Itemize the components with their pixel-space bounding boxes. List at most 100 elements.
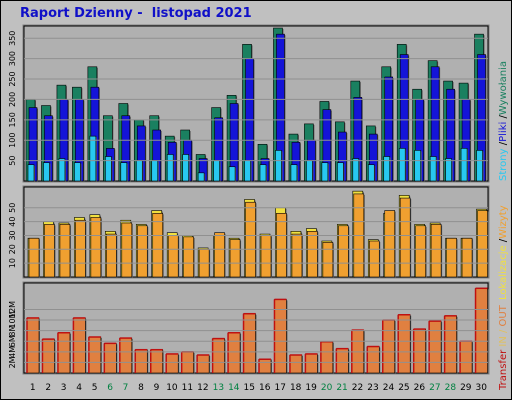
day-label: 8 <box>138 383 144 393</box>
legend-top-entry: Wywołania <box>498 61 509 115</box>
middle-panel-bar <box>291 233 303 278</box>
day-label: 3 <box>61 383 67 393</box>
day-label: 30 <box>476 383 488 393</box>
top-panel-bar <box>27 164 35 182</box>
day-label: 21 <box>336 383 347 393</box>
day-label: 18 <box>290 383 302 393</box>
top-panel-ytick-label: 200 <box>8 92 17 107</box>
day-label: 14 <box>228 383 240 393</box>
day-label: 25 <box>398 383 409 393</box>
day-label: 17 <box>274 383 285 393</box>
top-panel-bar <box>352 158 360 182</box>
top-panel-bar <box>321 162 329 182</box>
day-label: 23 <box>367 383 378 393</box>
legend-middle-separator: / <box>498 238 509 245</box>
bottom-panel-ytick-label: 4M <box>8 346 17 358</box>
bottom-panel-bar <box>258 358 272 374</box>
day-label: 12 <box>197 383 208 393</box>
middle-panel-ytick-label: 30 <box>8 230 17 240</box>
top-panel-bar <box>120 162 128 182</box>
middle-panel-ytick-label: 50 <box>8 203 17 213</box>
middle-panel-bar <box>368 240 380 278</box>
bottom-panel-bar <box>104 343 117 374</box>
report-title: Raport Dzienny - listopad 2021 <box>20 6 252 21</box>
day-label: 22 <box>352 383 363 393</box>
bottom-panel-bar <box>382 319 396 374</box>
top-panel-bar <box>135 160 143 182</box>
top-panel-bar <box>89 135 97 182</box>
bottom-panel-bar <box>459 340 473 374</box>
day-label: 6 <box>107 383 113 393</box>
day-label: 20 <box>321 383 333 393</box>
bottom-panel-bar <box>57 332 71 374</box>
day-label: 4 <box>76 383 82 393</box>
bottom-panel-bar <box>366 346 380 374</box>
middle-panel-bar <box>338 225 349 278</box>
middle-panel-bar <box>415 225 426 278</box>
top-panel-bar <box>166 154 174 182</box>
legend-top-entry: Strony <box>498 148 509 181</box>
top-panel-bar <box>306 160 313 182</box>
legend-top-entry: Pliki <box>498 122 509 142</box>
top-panel-bar <box>398 148 406 182</box>
bottom-panel-ytick-label: 2M <box>8 356 17 368</box>
middle-panel-ytick-label: 10 <box>8 258 17 268</box>
bottom-panel-bar <box>26 317 40 374</box>
middle-panel-bar <box>167 235 179 278</box>
legend-bottom-entry: Transfer <box>498 349 509 391</box>
day-label: 27 <box>429 383 440 393</box>
top-panel-bar <box>460 148 468 182</box>
legend-bottom-entry: OUT <box>498 304 509 326</box>
middle-panel-bar <box>260 235 272 278</box>
top-panel-bar <box>182 154 189 182</box>
middle-panel-bar <box>322 242 334 278</box>
legend-middle-entry: Wizyty <box>498 205 509 239</box>
bottom-panel-ytick-label: 10M <box>8 311 17 328</box>
top-panel-bar <box>429 156 437 182</box>
middle-panel-bar <box>477 210 488 278</box>
middle-panel-bar <box>229 239 241 278</box>
middle-panel-bar <box>59 224 71 278</box>
day-label: 16 <box>259 383 271 393</box>
top-panel-ytick-label: 100 <box>8 133 17 148</box>
middle-panel-bar <box>75 219 86 278</box>
legend-middle-entry: Lokalizacje <box>498 245 509 300</box>
bottom-panel-bar <box>196 354 210 374</box>
top-panel-ytick-label: 250 <box>8 71 17 86</box>
bottom-panel-bar <box>134 349 148 374</box>
bottom-panel-bar <box>119 337 133 374</box>
middle-panel-bar <box>276 213 287 278</box>
bottom-panel-bar <box>289 354 303 374</box>
top-panel-ytick-label: 150 <box>8 112 17 127</box>
top-panel-bar <box>74 162 81 182</box>
bottom-panel-ytick-label: 6M <box>8 335 17 347</box>
middle-panel-bar <box>461 237 473 278</box>
bottom-panel-ytick-label: 12M <box>8 301 17 318</box>
top-panel-bar <box>290 164 298 182</box>
middle-panel-bar <box>90 217 102 278</box>
bottom-panel-bar <box>73 317 86 374</box>
top-panel-ytick-label: 300 <box>8 51 17 66</box>
middle-panel-bar <box>446 237 457 278</box>
top-panel-bar <box>105 156 112 182</box>
top-panel-bar <box>367 164 375 182</box>
middle-panel-ytick-label: 40 <box>8 217 17 227</box>
top-panel-bar <box>275 150 282 182</box>
bottom-panel-bar <box>305 353 318 374</box>
bottom-panel-bar <box>413 328 426 374</box>
top-panel-bar <box>337 162 344 182</box>
legend-bottom: Transfer IN / OUT <box>498 304 509 391</box>
middle-panel-bar <box>384 210 396 278</box>
middle-panel-ytick-label: 20 <box>8 244 17 254</box>
legend-top-separator: / <box>498 141 509 148</box>
top-panel-ytick-label: 50 <box>8 156 17 166</box>
day-label: 29 <box>460 383 472 393</box>
bottom-panel-bar <box>428 320 442 374</box>
middle-panel-bar <box>399 197 411 278</box>
day-label: 5 <box>92 383 98 393</box>
day-label: 1 <box>30 383 36 393</box>
bottom-panel-bar <box>444 315 457 374</box>
middle-panel-bar <box>136 225 148 278</box>
top-panel-bar <box>197 172 205 182</box>
